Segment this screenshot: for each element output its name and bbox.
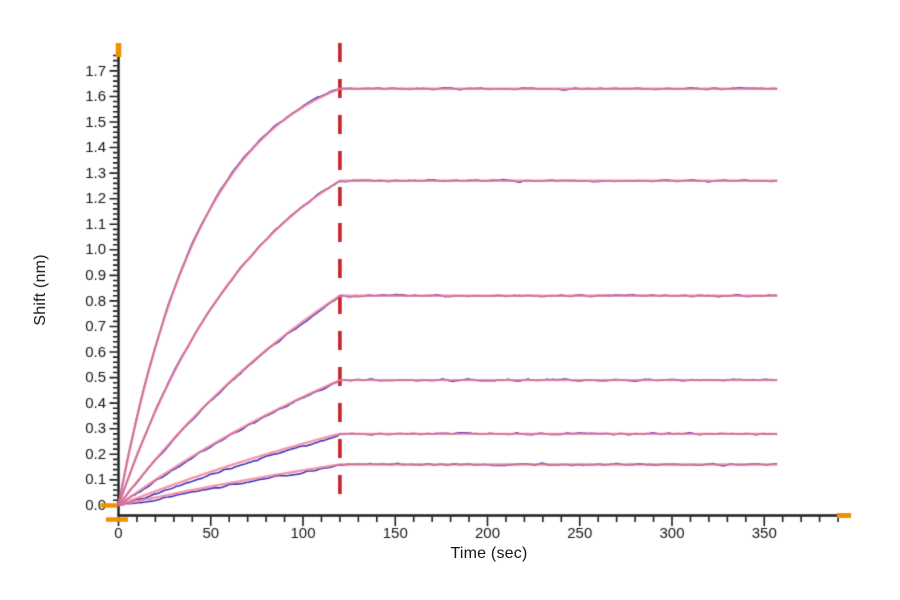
y-axis-title: Shift (nm) — [32, 254, 49, 326]
x-axis-title: Time (sec) — [450, 545, 528, 562]
